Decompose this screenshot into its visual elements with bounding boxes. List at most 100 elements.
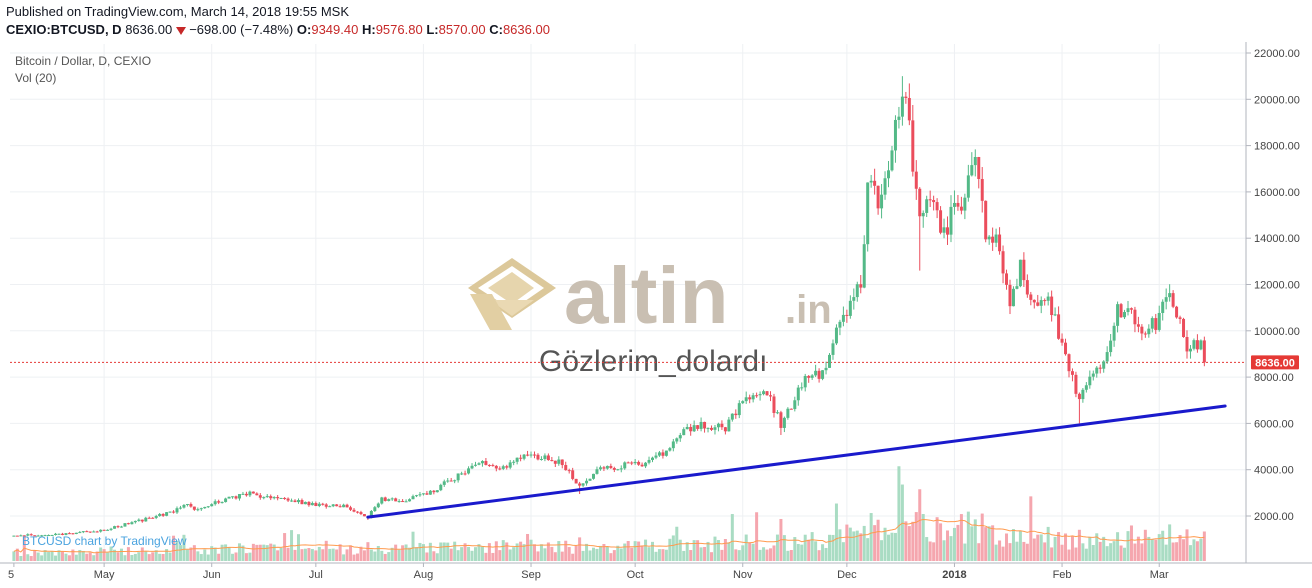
volume-bar <box>373 551 377 561</box>
volume-bar <box>1039 534 1043 561</box>
candle <box>352 508 356 513</box>
candle <box>85 530 89 533</box>
candle <box>196 507 200 512</box>
volume-bar <box>1060 544 1064 561</box>
volume-bar <box>1171 542 1175 561</box>
volume-bar <box>914 512 918 561</box>
candle <box>529 451 533 458</box>
candle <box>862 235 866 289</box>
volume-bar <box>491 552 495 561</box>
tradingview-credit[interactable]: BTCUSD chart by TradingView <box>22 534 187 548</box>
volume-bar <box>137 552 141 561</box>
candle <box>12 535 16 537</box>
volume-bar <box>57 550 61 561</box>
candle <box>914 160 918 200</box>
volume-bar <box>859 533 863 561</box>
volume-bar <box>807 539 811 561</box>
volume-bar <box>442 542 446 561</box>
candle <box>1060 333 1064 346</box>
candle <box>557 456 561 466</box>
candles <box>12 76 1206 537</box>
volume-bar <box>473 547 477 561</box>
volume-bar <box>647 547 651 561</box>
volume-bar <box>421 544 425 561</box>
candle <box>817 368 821 383</box>
candle <box>963 193 967 220</box>
price-chart[interactable]: altin .in Gözlerim_dolardı 22000.00 20000… <box>0 42 1312 588</box>
time-axis[interactable]: 5 May Jun Jul Aug Sep Oct Nov Dec 2018 Feb Mar <box>8 563 1169 581</box>
candle <box>758 391 762 401</box>
candle <box>793 396 797 412</box>
candle <box>935 198 939 219</box>
volume-bar <box>144 551 148 561</box>
volume-bar <box>1025 543 1029 561</box>
candle <box>706 427 710 433</box>
candle <box>821 370 825 381</box>
volume-bar <box>29 556 33 561</box>
volume-bar <box>279 547 283 561</box>
candle <box>921 210 925 228</box>
volume-bar <box>1102 536 1106 561</box>
candle <box>505 464 509 470</box>
volume-bar <box>269 543 273 561</box>
candle <box>779 410 783 435</box>
volume-ma-line <box>13 518 1205 554</box>
candle <box>390 497 394 501</box>
volume-bar <box>626 540 630 561</box>
candle <box>998 227 1002 255</box>
price-tick-label: 18000.00 <box>1254 141 1300 153</box>
candle <box>307 501 311 507</box>
volume-bar <box>1109 543 1113 561</box>
volume-bar <box>335 549 339 561</box>
volume-bar <box>713 536 717 561</box>
volume-bar <box>939 523 943 561</box>
volume-bar <box>265 545 269 561</box>
volume-bar <box>893 532 897 561</box>
volume-bar <box>585 543 589 561</box>
volume-bar <box>460 547 464 561</box>
candle <box>939 206 943 235</box>
volume-bar <box>1084 548 1088 561</box>
candle <box>911 105 915 177</box>
volume-bar <box>394 544 398 561</box>
volume-bar <box>616 545 620 561</box>
volume-bar <box>678 539 682 561</box>
volume-bar <box>307 548 311 561</box>
volume-bar <box>411 531 415 561</box>
candle <box>928 190 932 208</box>
candle <box>425 490 429 495</box>
trendline[interactable] <box>366 404 1227 519</box>
volume-label[interactable]: Vol (20) <box>15 71 56 85</box>
candle <box>234 495 238 500</box>
candle <box>102 529 106 531</box>
volume-bar <box>782 535 786 561</box>
candle <box>539 456 543 461</box>
candle <box>644 461 648 469</box>
symbol-label[interactable]: CEXIO:BTCUSD, D <box>6 22 122 37</box>
series-title[interactable]: Bitcoin / Dollar, D, CEXIO <box>15 54 151 68</box>
candle <box>220 501 224 504</box>
candle <box>1098 364 1102 374</box>
price-axis[interactable]: 22000.00 20000.00 18000.00 16000.00 14000.00… <box>1246 48 1300 523</box>
volume-bar <box>550 546 554 561</box>
volume-bar <box>1143 529 1147 561</box>
volume-bar <box>133 553 137 561</box>
candle <box>887 160 891 188</box>
candle <box>36 534 40 537</box>
volume-bar <box>404 544 408 561</box>
candle <box>508 460 512 470</box>
time-tick-label: Jun <box>203 569 221 581</box>
candle <box>959 196 963 215</box>
price-tick-label: 6000.00 <box>1254 418 1294 430</box>
volume-bar <box>852 531 856 561</box>
candle <box>828 353 832 368</box>
volume-bar <box>598 545 602 561</box>
volume-bar <box>67 555 71 561</box>
candle <box>203 506 207 509</box>
volume-bar <box>321 549 325 561</box>
volume-bar <box>834 503 838 561</box>
candle <box>991 227 995 251</box>
volume-bar <box>845 524 849 561</box>
price-tick-label: 12000.00 <box>1254 280 1300 292</box>
volume-bar <box>873 525 877 561</box>
